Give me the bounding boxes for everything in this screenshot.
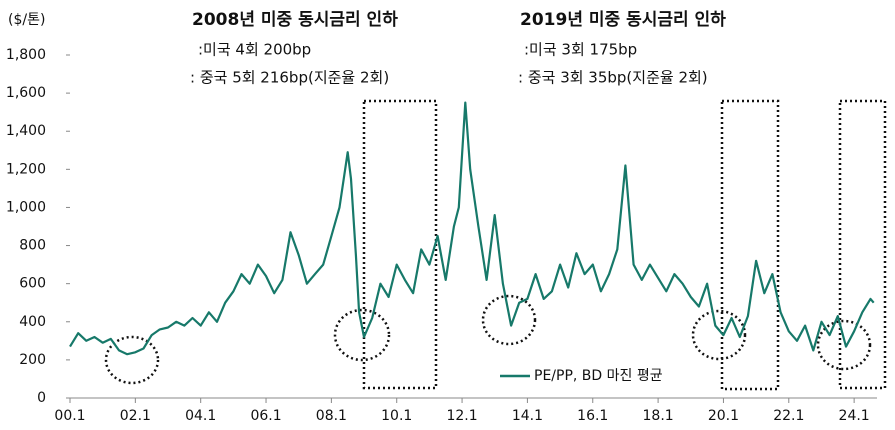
x-tick-label: 02.1 [120,408,151,424]
highlight-box [362,99,438,390]
legend-label: PE/PP, BD 마진 평균 [534,368,663,384]
y-tick-label: 0 [37,390,46,406]
annotation: 2019년 미중 동시금리 인하 [520,10,726,30]
x-tick-label: 08.1 [316,408,347,424]
annotation: :미국 4회 200bp [198,41,311,59]
highlight-circle [104,335,160,385]
y-tick-label: 1,800 [6,47,46,63]
x-tick-label: 04.1 [185,408,216,424]
y-tick-label: 1,600 [6,85,46,101]
y-axis-label: ($/톤) [8,12,45,28]
y-tick-label: 200 [19,352,46,368]
y-tick-label: 600 [19,276,46,292]
x-tick-label: 14.1 [512,408,543,424]
x-tick-label: 22.1 [773,408,804,424]
y-tick-label: 400 [19,314,46,330]
highlight-circle [333,308,391,362]
x-tick-label: 06.1 [250,408,281,424]
annotation: : 중국 3회 35bp(지준율 2회) [518,69,708,87]
y-tick-label: 1,200 [6,161,46,177]
y-tick-label: 1,000 [6,199,46,215]
highlight-box [720,99,780,391]
x-tick-label: 00.1 [54,408,85,424]
highlight-circle [481,294,537,346]
x-tick-label: 24.1 [839,408,870,424]
line [69,101,875,356]
highlight-box [838,99,887,390]
annotation: 2008년 미중 동시금리 인하 [192,10,398,30]
x-tick-label: 12.1 [446,408,477,424]
x-tick-label: 18.1 [643,408,674,424]
y-tick-label: 800 [19,238,46,254]
x-tick-label: 10.1 [381,408,412,424]
x-tick-label: 16.1 [577,408,608,424]
x-tick-label: 20.1 [708,408,739,424]
highlight-circle [816,319,872,371]
annotation: : 중국 5회 216bp(지준율 2회) [190,69,389,87]
highlight-circle [691,309,747,361]
annotation: :미국 3회 175bp [524,41,637,59]
y-tick-label: 1,400 [6,123,46,139]
